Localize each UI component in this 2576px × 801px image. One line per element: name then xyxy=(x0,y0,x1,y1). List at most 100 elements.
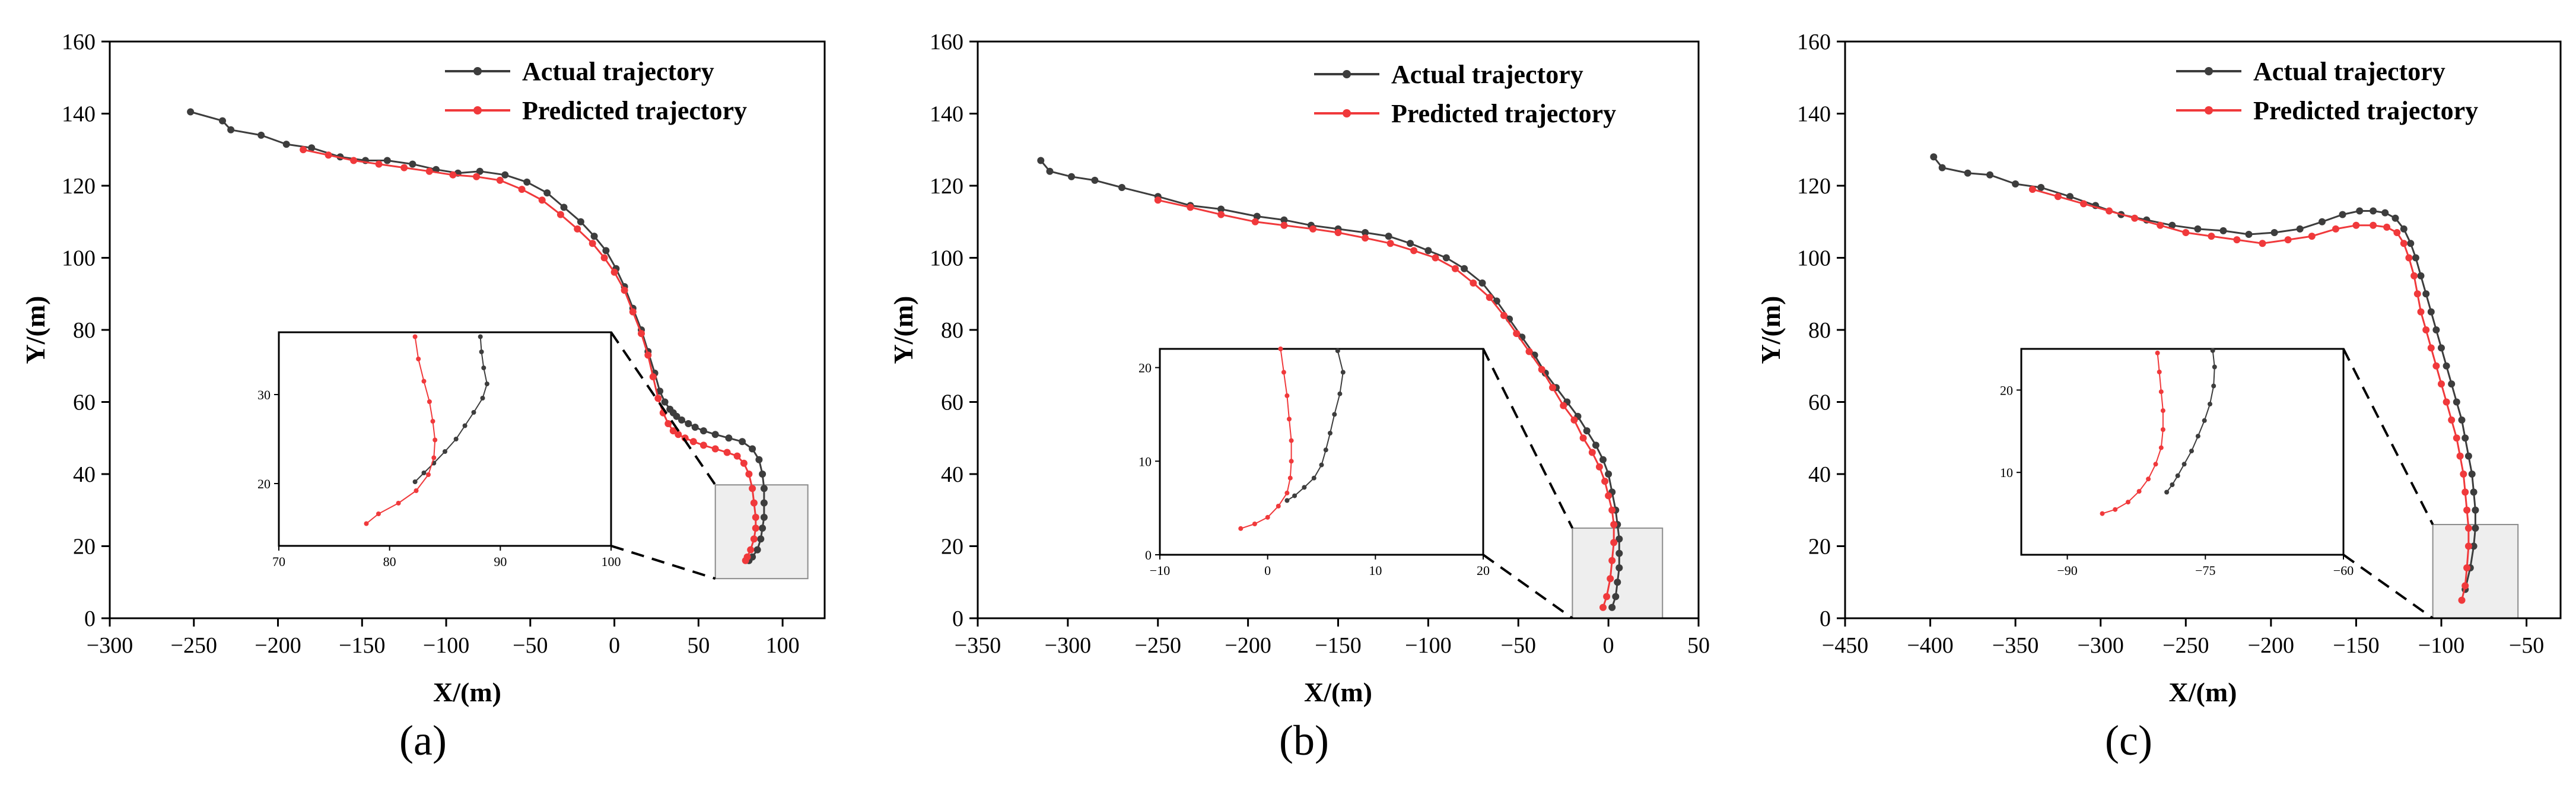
inset-series-point-0-11 xyxy=(412,479,418,484)
main-series-point-0-4 xyxy=(2012,180,2020,187)
main-series-point-0-33 xyxy=(2458,416,2466,424)
main-series-point-0-37 xyxy=(1614,578,1621,586)
y-tick-label: 80 xyxy=(941,318,963,343)
x-axis-label: X/(m) xyxy=(2169,677,2237,707)
main-series-point-1-29 xyxy=(2456,452,2464,460)
inset-series-point-1-0 xyxy=(2155,350,2160,355)
main-series-point-1-5 xyxy=(2157,221,2164,229)
main-series-point-1-31 xyxy=(733,452,741,460)
main-series-point-0-27 xyxy=(1583,427,1591,435)
main-series-point-1-10 xyxy=(1432,254,1439,262)
inset-series-point-0-4 xyxy=(1328,431,1332,436)
inset-series-point-1-2 xyxy=(421,379,427,384)
inset-series-line-1 xyxy=(2102,352,2164,514)
inset-series-point-0-6 xyxy=(1319,462,1324,468)
main-series-point-0-0 xyxy=(1037,157,1045,164)
inset-series-point-1-11 xyxy=(364,521,369,526)
main-series-point-0-30 xyxy=(673,412,680,420)
main-series-point-1-21 xyxy=(1579,434,1587,442)
main-series-line-0 xyxy=(1040,160,1620,608)
inset-series-point-0-7 xyxy=(1311,475,1316,481)
inset-y-tick-label: 10 xyxy=(1138,454,1152,469)
main-series-point-1-18 xyxy=(2405,254,2413,262)
main-series-point-1-41 xyxy=(742,557,749,564)
main-series-point-1-3 xyxy=(1251,218,1259,225)
y-axis-label: Y/(m) xyxy=(20,296,50,364)
main-series-point-0-43 xyxy=(760,513,768,521)
main-series-point-0-41 xyxy=(760,485,768,492)
inset-y-tick-label: 20 xyxy=(257,476,271,491)
inset-series-point-0-0 xyxy=(1335,348,1340,354)
main-series-point-0-8 xyxy=(1253,212,1261,220)
x-tick-label: −350 xyxy=(955,633,1001,658)
main-series-point-1-32 xyxy=(2463,506,2471,514)
main-series-point-0-34 xyxy=(1615,535,1623,543)
x-tick-label: −200 xyxy=(1225,633,1271,658)
inset-x-tick-label: −90 xyxy=(2057,563,2077,578)
y-tick-label: 20 xyxy=(941,535,963,560)
inset-series-point-0-2 xyxy=(481,365,486,370)
inset-x-tick-label: −60 xyxy=(2333,563,2354,578)
main-series-point-0-16 xyxy=(2319,218,2326,225)
main-series-point-0-20 xyxy=(2381,209,2389,217)
inset-x-tick-label: 90 xyxy=(494,554,507,569)
main-series-point-1-31 xyxy=(1603,593,1611,600)
main-series-point-1-19 xyxy=(2410,272,2418,279)
inset-frame xyxy=(1159,348,1484,556)
inset-series-point-0-0 xyxy=(478,334,483,339)
main-series-point-0-14 xyxy=(523,178,531,186)
y-tick-label: 160 xyxy=(930,30,963,55)
inset-series-point-0-3 xyxy=(484,382,489,386)
inset-plot: −90 −75 −60 10 20 xyxy=(2000,348,2354,578)
y-tick-label: 120 xyxy=(1797,174,1831,199)
main-series-point-1-24 xyxy=(2432,362,2440,370)
x-tick-label: −50 xyxy=(1501,633,1536,658)
panel-b: −350 −300 −250 −200 −150 −100 −50 0 500204060801… xyxy=(888,30,1710,764)
inset-frame xyxy=(2020,348,2345,556)
main-series-point-0-12 xyxy=(476,167,484,175)
main-series-point-0-37 xyxy=(2470,488,2478,496)
legend: Actual trajectory Predicted trajectory xyxy=(2176,57,2478,125)
main-series-point-0-1 xyxy=(1046,167,1054,175)
y-tick-label: 120 xyxy=(930,174,963,199)
main-series-point-1-35 xyxy=(2463,564,2471,571)
y-tick-label: 100 xyxy=(1797,246,1831,271)
main-series-point-1-33 xyxy=(745,471,753,478)
main-series-point-0-23 xyxy=(2407,240,2415,247)
inset-series-point-0-8 xyxy=(1302,485,1307,490)
main-series-point-0-35 xyxy=(711,431,719,438)
inset-y-tick-label: 0 xyxy=(1145,548,1152,562)
y-tick-label: 60 xyxy=(73,390,96,415)
inset-series-point-0-3 xyxy=(1332,412,1337,417)
main-series-point-0-42 xyxy=(760,499,768,507)
inset-x-tick-label: 100 xyxy=(602,554,621,569)
inset-frame xyxy=(278,331,612,547)
x-tick-label: −350 xyxy=(1992,633,2038,658)
main-series-point-0-5 xyxy=(2037,184,2045,191)
main-series-point-0-21 xyxy=(2391,214,2399,222)
main-series-point-1-32 xyxy=(740,459,748,467)
zoom-connector-top xyxy=(610,331,717,486)
main-series-point-1-16 xyxy=(1525,348,1533,355)
main-series-point-1-2 xyxy=(1217,211,1225,218)
inset-y-tick-label: 20 xyxy=(1138,361,1152,376)
main-series-point-0-32 xyxy=(2453,398,2460,406)
main-series-point-1-22 xyxy=(1588,449,1596,456)
main-series-point-1-3 xyxy=(2106,207,2113,215)
main-series-point-1-35 xyxy=(750,499,758,507)
zoom-region-box xyxy=(2432,524,2519,619)
main-series-point-1-17 xyxy=(1538,365,1545,373)
inset-series-point-0-1 xyxy=(2212,364,2217,370)
legend-label-0: Actual trajectory xyxy=(2253,57,2445,86)
main-series-point-1-17 xyxy=(629,308,637,316)
main-series-point-0-6 xyxy=(2066,193,2073,201)
main-series-point-1-4 xyxy=(2131,214,2139,222)
inset-series-point-0-0 xyxy=(2210,348,2215,353)
panel-c: −450 −400 −350 −300 −250 −200 −150 −100 −50 0 20 40… xyxy=(1756,30,2562,764)
main-series-point-1-21 xyxy=(2417,308,2425,316)
main-series-point-1-5 xyxy=(1309,225,1316,233)
main-series-point-1-24 xyxy=(1601,478,1609,485)
x-tick-label: 50 xyxy=(687,633,710,658)
main-series-point-0-19 xyxy=(602,247,610,255)
main-series-point-0-30 xyxy=(2443,362,2450,370)
